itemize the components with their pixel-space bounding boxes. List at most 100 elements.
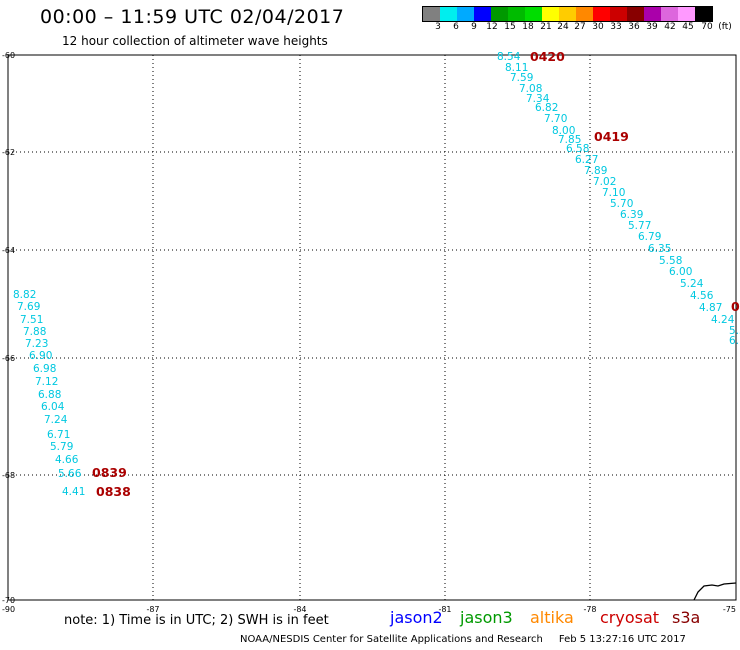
wave-height-label: 6.58 <box>566 143 589 155</box>
coastline <box>693 582 737 601</box>
wave-height-label: 5.79 <box>50 441 73 453</box>
scale-label: 18 <box>522 22 534 32</box>
scale-label: 39 <box>646 22 658 32</box>
wave-height-label: 5.24 <box>680 278 704 290</box>
wave-height-label: 5.58 <box>659 255 682 267</box>
scale-swatch <box>491 7 508 21</box>
lat-label: -66 <box>2 354 15 363</box>
credit-line: NOAA/NESDIS Center for Satellite Applica… <box>240 634 686 645</box>
scale-swatch <box>610 7 627 21</box>
scale-swatch <box>542 7 559 21</box>
satellite-legend-4: s3a <box>672 608 701 627</box>
scale-swatch <box>440 7 457 21</box>
scale-label: 45 <box>682 22 694 32</box>
scale-swatch <box>423 7 440 21</box>
wave-height-label: 4.66 <box>55 454 79 466</box>
scale-label: 21 <box>540 22 552 32</box>
wave-height-label: 7.12 <box>35 376 58 388</box>
wave-height-label: 5.50 <box>729 325 740 337</box>
scale-label: 3 <box>435 22 441 32</box>
map-frame <box>7 54 737 601</box>
wave-height-label: 6.35 <box>648 243 671 255</box>
scale-label: 27 <box>574 22 586 32</box>
pass-time-label: 0420 <box>530 49 565 64</box>
track-b: 8.827.697.517.887.236.906.987.126.886.04… <box>13 289 131 499</box>
scale-swatch <box>508 7 525 21</box>
credit-text: NOAA/NESDIS Center for Satellite Applica… <box>240 634 543 645</box>
lon-label: -78 <box>583 605 596 614</box>
wave-height-label: 7.10 <box>602 187 625 199</box>
wave-height-label: 6. <box>729 335 739 347</box>
scale-label: 9 <box>471 22 477 32</box>
wave-height-label: 6.71 <box>47 429 70 441</box>
scale-swatch <box>661 7 678 21</box>
scale-swatch <box>576 7 593 21</box>
lon-label: -81 <box>438 605 451 614</box>
wave-height-label: 8.54 <box>497 51 521 63</box>
scale-swatch <box>644 7 661 21</box>
satellite-legend-2: altika <box>530 608 574 627</box>
generated-timestamp: Feb 5 13:27:16 UTC 2017 <box>558 634 686 645</box>
lat-label: -70 <box>2 596 15 605</box>
wave-height-label: 7.69 <box>17 301 40 313</box>
axis-labels: -60 -62 -64 -66 -68 -70-90 -87 -84 -81 -78 -75 <box>2 51 736 614</box>
wave-height-label: 6.88 <box>38 389 61 401</box>
wave-height-label: 7.24 <box>44 414 68 426</box>
scale-swatch <box>474 7 491 21</box>
wave-height-label: 7.59 <box>510 72 533 84</box>
scale-swatch <box>695 7 712 21</box>
wave-height-label: 4.56 <box>690 290 714 302</box>
wave-height-label: 7.70 <box>544 113 567 125</box>
wave-height-label: 7.51 <box>20 314 43 326</box>
scale-label: (ft) <box>718 22 732 32</box>
lon-label: -75 <box>723 605 736 614</box>
lat-label: -62 <box>2 148 15 157</box>
wave-height-label: 7.02 <box>593 176 616 188</box>
wave-height-label: 7.08 <box>519 83 542 95</box>
scale-label: 12 <box>486 22 498 32</box>
wave-height-label: 6.98 <box>33 363 56 375</box>
scale-swatch <box>627 7 644 21</box>
wave-height-label: 6.82 <box>535 102 558 114</box>
pass-time-label: 0 <box>731 299 740 314</box>
wave-height-label: 6.27 <box>575 154 598 166</box>
wave-height-label: 8.11 <box>505 62 528 74</box>
altimeter-tracks: 8.548.117.597.087.346.827.708.007.856.58… <box>13 49 740 499</box>
scale-swatch <box>678 7 695 21</box>
wave-height-label: 7.89 <box>584 165 607 177</box>
scale-label: 24 <box>557 22 569 32</box>
color-scale-labels: 3 6 9 12 15 18 21 24 27 30 33 36 39 42 45 70 (ft) <box>422 22 740 34</box>
wave-height-label: 7.88 <box>23 326 46 338</box>
wave-height-label: 5.66 <box>58 468 82 480</box>
coastline-path <box>693 582 737 601</box>
scale-label: 30 <box>592 22 604 32</box>
lat-label: -64 <box>2 246 15 255</box>
wave-height-label: 8.82 <box>13 289 36 301</box>
scale-swatch <box>593 7 610 21</box>
scale-label: 42 <box>664 22 676 32</box>
lat-label: -60 <box>2 51 15 60</box>
page-subtitle: 12 hour collection of altimeter wave hei… <box>62 34 328 48</box>
page-title: 00:00 – 11:59 UTC 02/04/2017 <box>40 6 345 28</box>
scale-swatch <box>559 7 576 21</box>
scale-label: 33 <box>610 22 622 32</box>
scale-label: 70 <box>701 22 713 32</box>
pass-time-label: 0839 <box>92 465 127 480</box>
satellite-legend-3: cryosat <box>600 608 660 627</box>
wave-height-label: 5.77 <box>628 220 651 232</box>
scale-label: 6 <box>453 22 459 32</box>
wave-height-label: 5.70 <box>610 198 633 210</box>
scale-swatch <box>457 7 474 21</box>
pass-time-label: 0419 <box>594 129 629 144</box>
satellite-legend-1: jason3 <box>460 608 513 627</box>
lon-label: -90 <box>2 605 15 614</box>
wave-height-label: 4.24 <box>711 314 735 326</box>
wave-height-label: 8.00 <box>552 125 575 137</box>
wave-height-label: 7.85 <box>558 134 581 146</box>
grid-lines <box>7 54 737 601</box>
lon-label: -87 <box>146 605 159 614</box>
wave-height-label: 4.41 <box>62 486 85 498</box>
wave-height-label: 7.23 <box>25 338 48 350</box>
satellite-legend-0: jason2 <box>390 608 443 627</box>
